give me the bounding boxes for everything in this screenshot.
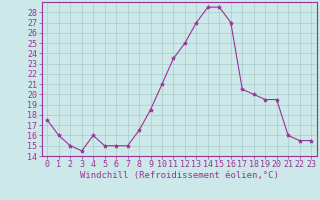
X-axis label: Windchill (Refroidissement éolien,°C): Windchill (Refroidissement éolien,°C): [80, 171, 279, 180]
